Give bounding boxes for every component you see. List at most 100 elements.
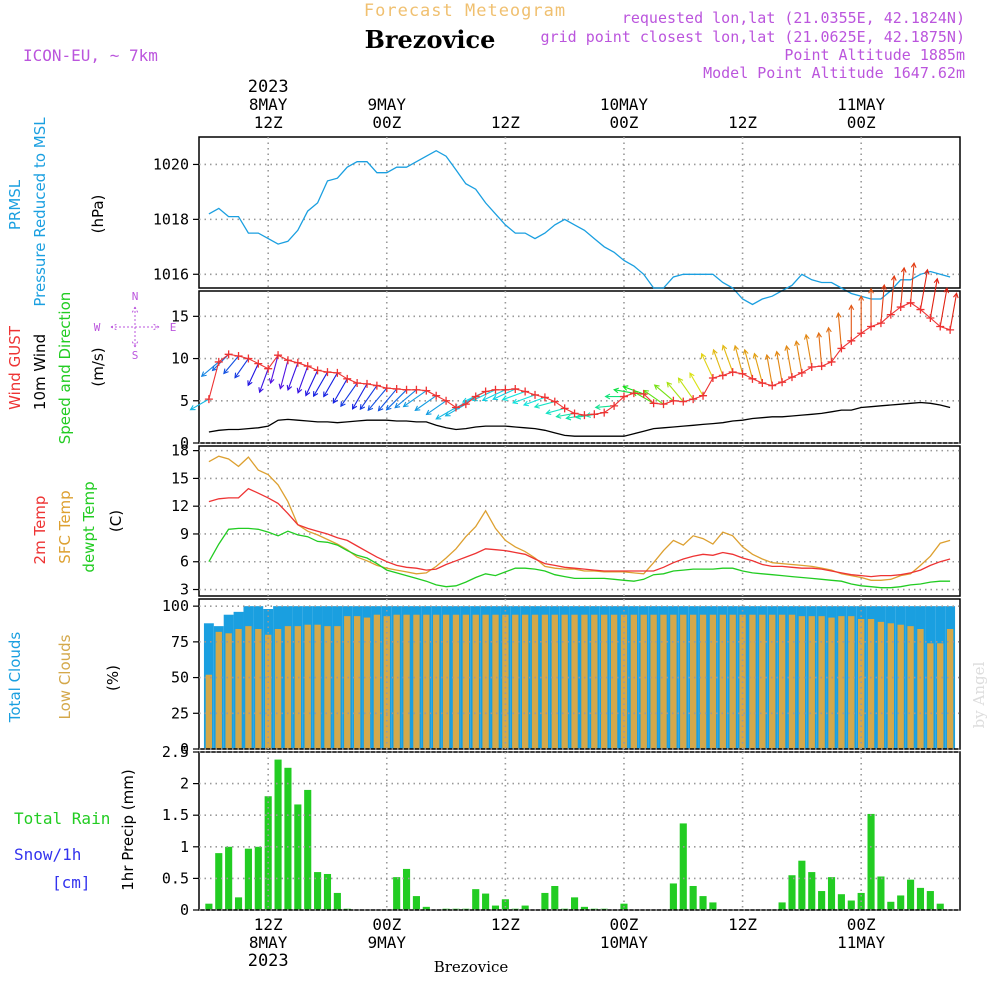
rain-bar <box>837 894 845 910</box>
wind-gust-marker <box>718 371 727 380</box>
rain-bar <box>205 903 213 910</box>
wind-gust-marker <box>323 368 332 377</box>
rain-bar <box>323 873 332 910</box>
rain-bar <box>244 848 252 910</box>
top-year-label: 2023 <box>248 77 289 97</box>
low-cloud-bar <box>798 616 806 749</box>
top-date-label: 8MAY <box>249 95 288 114</box>
low-cloud-bar <box>848 616 855 749</box>
wind-arrow-head <box>712 348 718 355</box>
rain-bar <box>798 860 806 910</box>
wind-arrow-shaft <box>223 355 239 374</box>
wind-gust-marker <box>402 385 411 394</box>
wind-arrow-shaft <box>234 358 249 378</box>
rain-bar <box>580 906 588 910</box>
low-cloud-bar <box>512 614 519 749</box>
wind-gust-marker <box>471 392 480 401</box>
low-cloud-bar <box>442 614 450 749</box>
wind-gust-marker <box>382 384 391 393</box>
rain-bar <box>541 892 549 910</box>
low-cloud-bar <box>749 614 756 749</box>
bottom-hour-label: 00Z <box>847 915 876 934</box>
pressure-line <box>208 149 951 306</box>
bottom-year-label: 2023 <box>248 951 289 971</box>
wind-arrow-head <box>332 397 338 404</box>
wind-arrow-head <box>575 413 582 420</box>
wind-arrow-head <box>340 401 346 408</box>
compass-n: N <box>132 290 139 303</box>
wind-arrow-shaft <box>279 360 289 389</box>
wind-arrow-head <box>868 287 874 294</box>
wind-arrow-head <box>752 352 759 359</box>
top-date-label: 10MAY <box>600 95 649 114</box>
wind-arrow-head <box>435 414 442 420</box>
wind-gust-marker <box>293 358 302 367</box>
rain-bar <box>521 905 529 910</box>
wind-arrow-shaft <box>827 327 833 362</box>
wind-arrow-shaft <box>712 349 724 376</box>
wind-arrow-head <box>890 274 897 281</box>
top-hour-label: 00Z <box>610 113 639 132</box>
low-cloud-bar <box>413 614 420 749</box>
wind-arrow-shaft <box>722 345 734 373</box>
wind-panel: 0 5 10 15 Wind GUST 10m Wind Speed and Directi… <box>6 261 961 452</box>
wind-arrow-head <box>296 387 303 394</box>
wind-gust-line <box>208 302 951 416</box>
pressure-frame <box>198 136 961 289</box>
wind-gust-marker <box>264 364 273 373</box>
pressure-label-1: PRMSL <box>6 179 24 230</box>
wind-gust-marker <box>669 396 678 405</box>
pressure-ytick-label: 1016 <box>153 265 189 283</box>
temp-2m-label: 2m Temp <box>31 496 49 565</box>
rain-bar <box>867 813 875 910</box>
low-cloud-bar <box>858 619 865 749</box>
wind-gust-marker <box>649 399 658 408</box>
wind-arrow-head <box>234 372 240 379</box>
rain-bar <box>916 887 925 910</box>
rain-bar <box>709 902 717 910</box>
wind-gust-marker <box>343 374 352 383</box>
low-cloud-bar <box>373 614 381 749</box>
wind-gust-marker <box>570 409 579 418</box>
wind-arrow-head <box>492 394 499 401</box>
temp-ytick-label: 18 <box>171 442 189 460</box>
wind-arrow-shaft <box>323 372 338 397</box>
wind-gust-marker <box>748 374 757 383</box>
rain-bar <box>827 877 836 910</box>
wind-gust-marker <box>778 378 787 387</box>
low-cloud-bar <box>245 626 252 749</box>
wind-arrow-head <box>689 372 695 379</box>
point-altitude: Point Altitude 1885m <box>784 46 965 64</box>
low-cloud-bar <box>324 626 331 749</box>
low-cloud-bar <box>877 621 885 749</box>
wind-gust-marker <box>629 389 638 398</box>
footer-location: Brezovice <box>434 958 509 976</box>
wind-speed-line <box>208 401 951 437</box>
wind-arrow-shaft <box>435 407 457 420</box>
wind-gust-marker <box>867 322 876 331</box>
wind-arrow-shaft <box>910 263 915 303</box>
wind-ytick-label: 5 <box>180 392 189 410</box>
wind-arrow-shaft <box>359 385 378 410</box>
wind-arrow-shaft <box>386 389 407 411</box>
rain-bar <box>234 897 243 910</box>
wind-arrow-head <box>794 340 800 347</box>
wind-gust-marker <box>946 325 955 334</box>
wind-arrow-head <box>533 403 540 409</box>
wind-gust-marker <box>560 404 569 413</box>
rain-bar <box>422 906 430 910</box>
wind-arrow-head <box>258 387 264 394</box>
low-cloud-bar <box>274 629 282 749</box>
time-axis: 20238MAY12Z12Z8MAY9MAY00Z00Z9MAY12Z12Z10… <box>248 77 886 971</box>
rain-bar <box>847 900 855 910</box>
wind-arrow-head <box>352 403 358 410</box>
wind-gust-marker <box>807 363 816 371</box>
top-hour-label: 12Z <box>254 113 283 132</box>
bottom-hour-label: 00Z <box>610 915 639 934</box>
rain-bar <box>412 896 420 910</box>
wind-arrow-head <box>278 383 285 390</box>
bottom-hour-label: 12Z <box>491 915 520 934</box>
low-cloud-bar <box>650 614 657 749</box>
clouds-ytick-label: 50 <box>171 669 189 687</box>
